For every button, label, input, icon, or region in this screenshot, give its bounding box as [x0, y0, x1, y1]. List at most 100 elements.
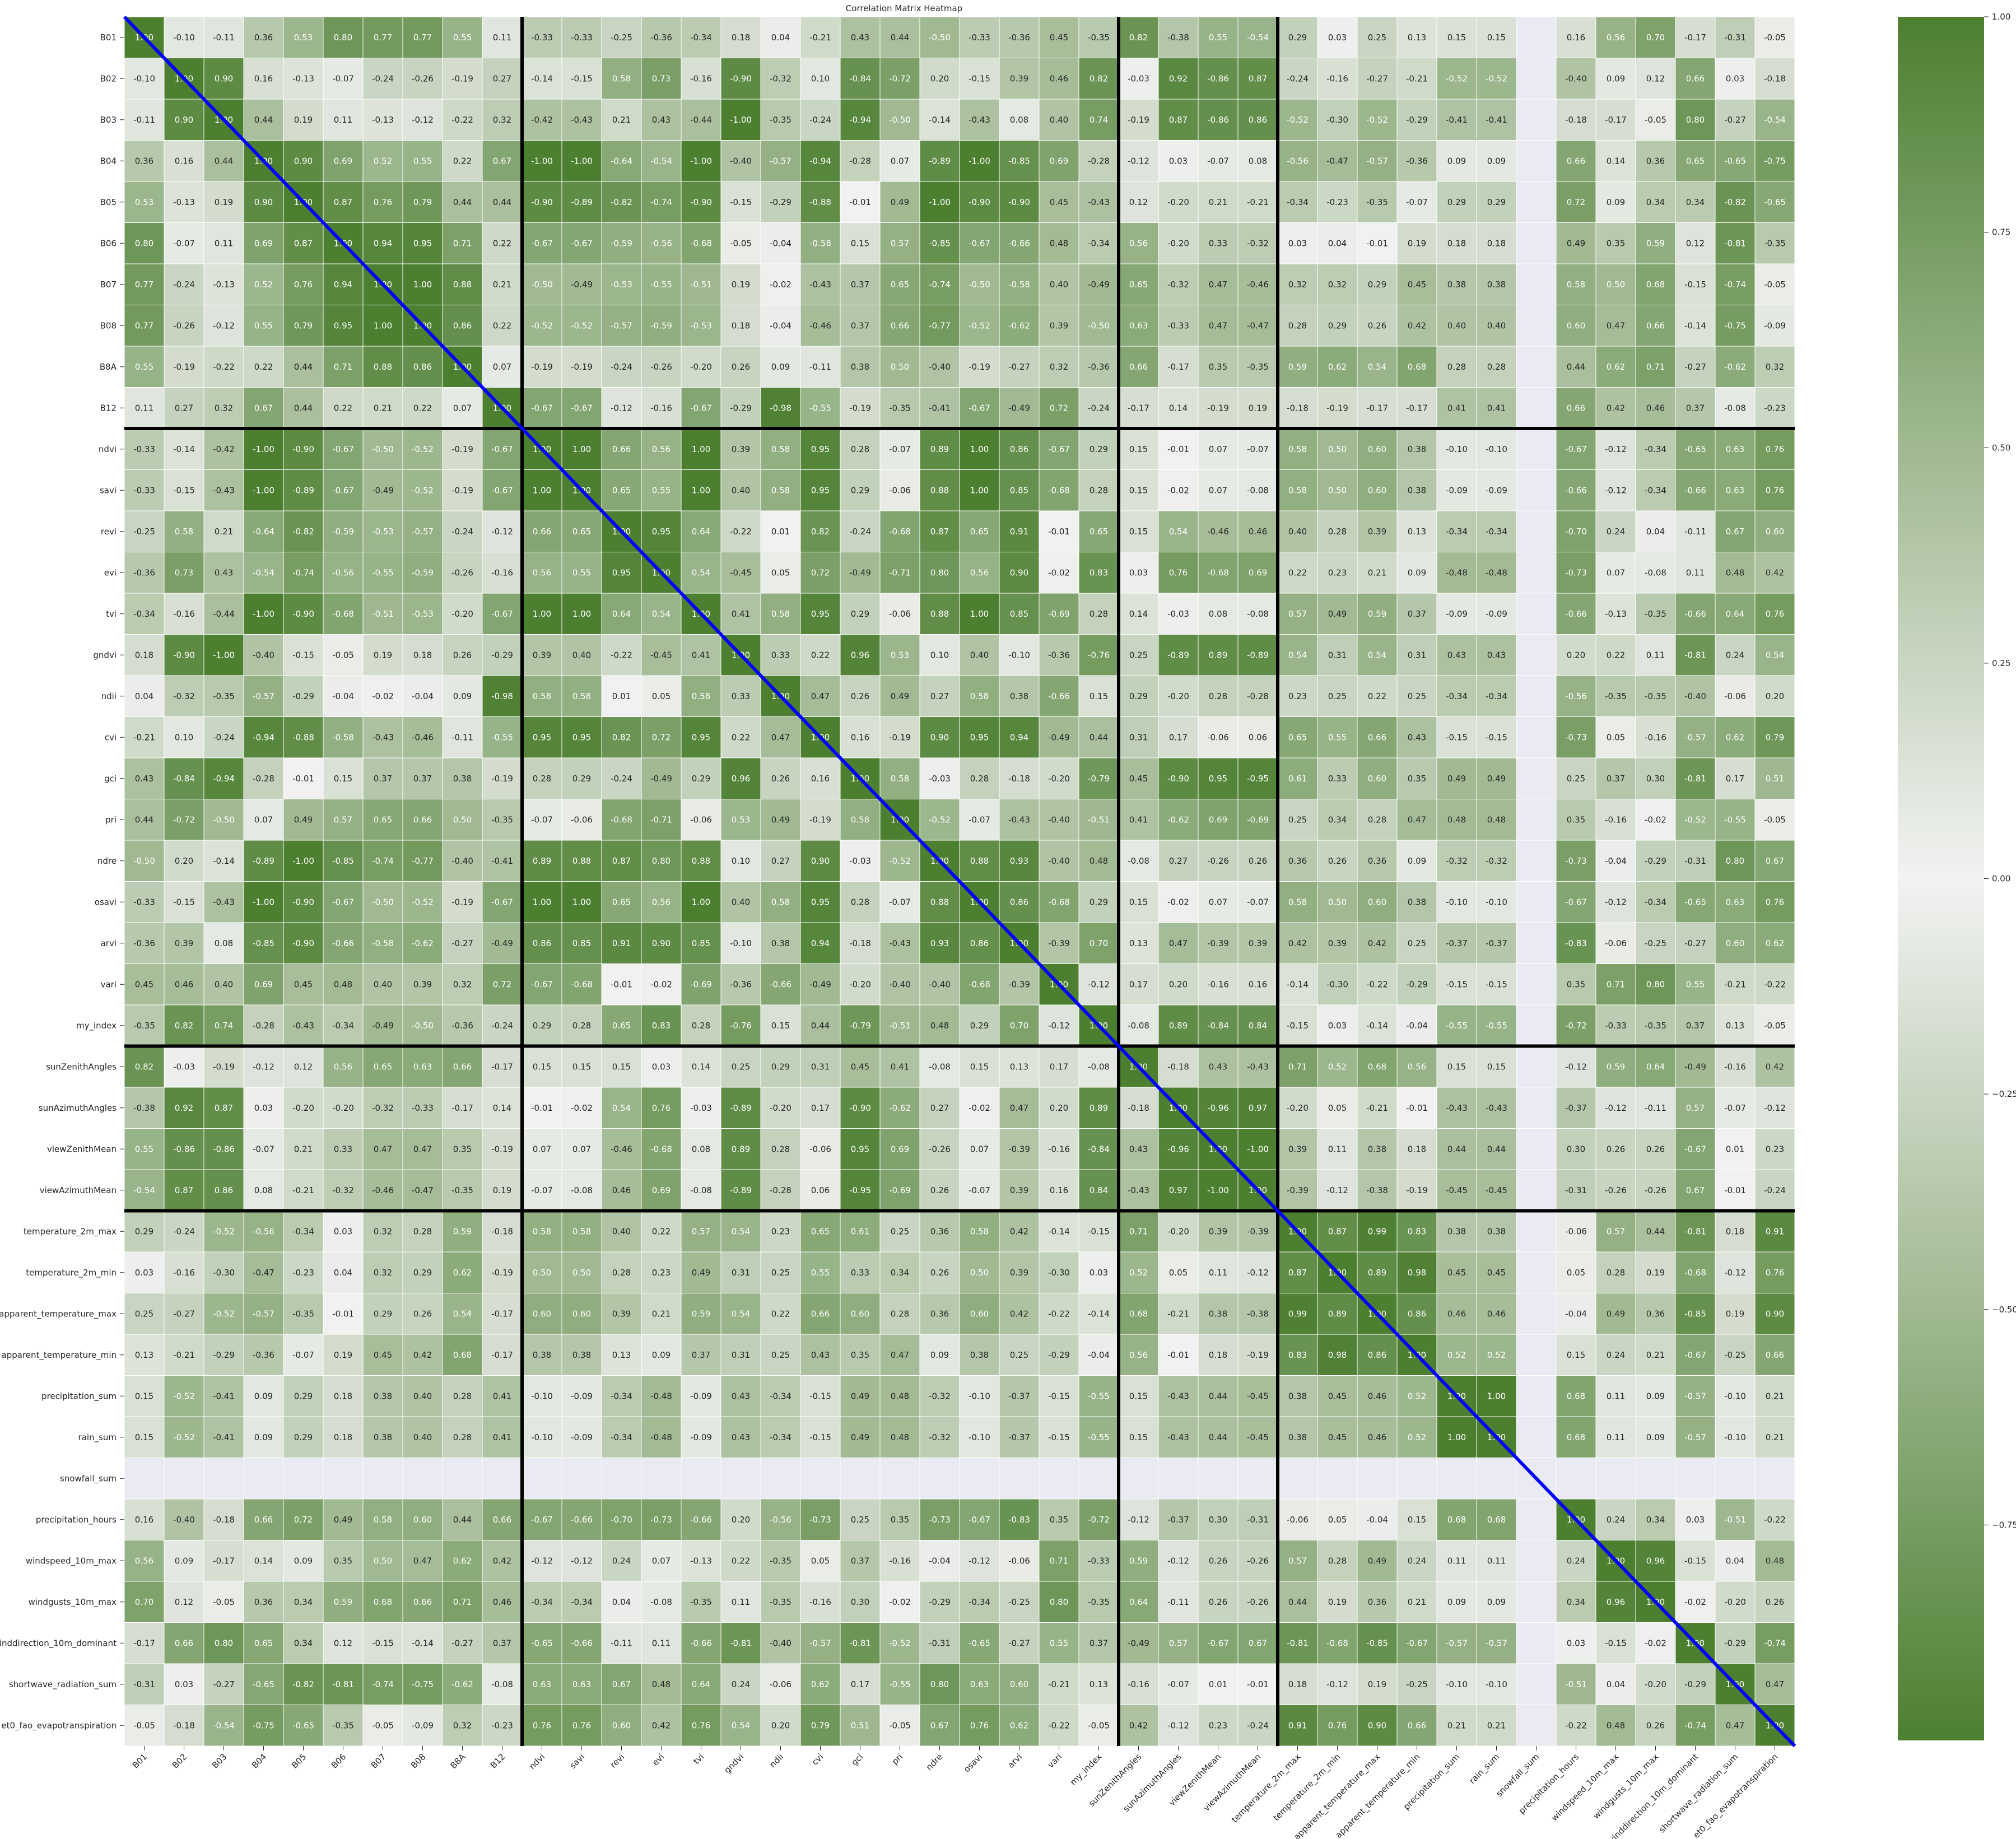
cell-value-label: 0.17 [851, 1679, 869, 1689]
cell-value-label: 1.00 [970, 609, 989, 619]
cell-value-label: 0.25 [732, 1062, 750, 1072]
cell-value-label: 0.47 [1726, 1720, 1744, 1730]
heatmap-cell [124, 99, 165, 141]
heatmap-cell [1556, 387, 1596, 429]
heatmap-cell [1715, 510, 1756, 552]
heatmap-cell [601, 428, 642, 470]
cell-value-label: 0.11 [215, 238, 233, 248]
cell-value-label: 0.36 [254, 32, 273, 43]
cell-value-label: 0.33 [1328, 774, 1347, 784]
cell-value-label: 0.58 [771, 485, 790, 495]
cell-value-label: -0.12 [1605, 485, 1627, 495]
x-tick-label: pri [890, 1752, 905, 1767]
cell-value-label: 0.23 [652, 1268, 671, 1278]
cell-value-label: -0.52 [929, 814, 951, 825]
cell-value-label: -0.52 [173, 1391, 195, 1401]
cell-value-label: -0.86 [1207, 73, 1229, 83]
cell-value-label: 0.26 [1646, 1720, 1665, 1730]
cell-value-label: 0.03 [1567, 1638, 1585, 1648]
cell-value-label: -0.57 [1366, 156, 1388, 166]
cell-value-label: -0.41 [213, 1391, 235, 1401]
cell-value-label: -0.81 [1724, 238, 1746, 248]
cell-value-label: -0.81 [1684, 650, 1706, 660]
heatmap-cell [800, 469, 841, 511]
cell-value-label: -0.23 [491, 1720, 513, 1730]
cell-value-label: -0.57 [1684, 1391, 1706, 1401]
cell-value-label: -0.07 [332, 73, 354, 83]
cell-value-label: -0.65 [1684, 897, 1706, 907]
heatmap-cell [283, 346, 324, 388]
cell-value-label: 0.03 [1169, 156, 1188, 166]
cell-value-label: 0.47 [891, 1350, 909, 1360]
heatmap-cell [1516, 1293, 1557, 1335]
cell-value-label: -0.64 [611, 156, 632, 166]
cell-value-label: -0.11 [1645, 1103, 1666, 1113]
cell-value-label: -0.65 [253, 1679, 274, 1689]
cell-value-label: 0.40 [970, 650, 989, 660]
cell-value-label: 0.41 [891, 1062, 909, 1072]
heatmap-cell [283, 469, 324, 511]
heatmap-cell [283, 593, 324, 635]
cell-value-label: 0.25 [771, 1350, 790, 1360]
cell-value-label: -0.34 [690, 32, 712, 43]
cell-value-label: 0.33 [334, 1144, 352, 1154]
cell-value-label: -0.75 [253, 1720, 274, 1730]
heatmap-cell [164, 1458, 204, 1500]
cell-value-label: 0.04 [612, 1597, 631, 1607]
cell-value-label: 0.89 [732, 1144, 750, 1154]
cell-value-label: 0.37 [692, 1350, 710, 1360]
heatmap-cell [1516, 387, 1557, 429]
heatmap-cell [1516, 757, 1557, 799]
y-tick-label: vari [101, 979, 117, 989]
cell-value-label: 0.15 [771, 1021, 790, 1031]
cell-value-label: 0.21 [1209, 197, 1227, 207]
cell-value-label: 0.49 [851, 1391, 869, 1401]
cell-value-label: -0.90 [292, 444, 314, 454]
heatmap-cell [1516, 1211, 1557, 1253]
cell-value-label: -0.44 [690, 115, 712, 125]
cell-value-label: 0.11 [652, 1638, 671, 1648]
cell-value-label: -0.08 [1128, 1021, 1149, 1031]
cell-value-label: -0.22 [611, 650, 632, 660]
cell-value-label: -0.27 [1724, 115, 1746, 125]
heatmap-cell [522, 552, 562, 594]
cell-value-label: 0.60 [1726, 938, 1744, 948]
cell-value-label: -0.20 [451, 609, 473, 619]
heatmap-cell [243, 58, 284, 100]
heatmap-cell [1237, 510, 1278, 552]
y-tick-label: B04 [100, 156, 117, 166]
cell-value-label: 0.23 [1288, 691, 1307, 701]
cell-value-label: -0.51 [889, 1021, 911, 1031]
heatmap-cell [1118, 552, 1159, 594]
cell-value-label: 0.04 [334, 1268, 352, 1278]
heatmap-cell [1516, 1498, 1557, 1540]
heatmap-cell [720, 305, 761, 347]
cell-value-label: -0.01 [292, 774, 314, 784]
cell-value-label: 0.10 [930, 650, 949, 660]
cell-value-label: 0.26 [1249, 856, 1267, 866]
cell-value-label: -0.12 [253, 1062, 274, 1072]
cell-value-label: -0.21 [1366, 1103, 1388, 1113]
cell-value-label: 0.58 [851, 814, 869, 825]
cell-value-label: -0.54 [133, 1185, 155, 1195]
heatmap-cell [1158, 181, 1199, 223]
heatmap-cell [1516, 263, 1557, 305]
cell-value-label: 0.23 [1328, 567, 1347, 578]
heatmap-cell [1237, 1458, 1278, 1500]
cell-value-label: 0.65 [1129, 280, 1148, 290]
heatmap-cell [1317, 552, 1358, 594]
cell-value-label: 0.64 [612, 609, 631, 619]
cell-value-label: 0.07 [652, 1556, 671, 1566]
cell-value-label: 0.07 [1209, 444, 1227, 454]
heatmap-cell [323, 140, 364, 182]
cell-value-label: -0.23 [1326, 197, 1348, 207]
cell-value-label: 0.66 [891, 320, 909, 330]
cell-value-label: 0.09 [1607, 197, 1625, 207]
cell-value-label: -0.20 [849, 979, 871, 989]
cell-value-label: -0.44 [213, 609, 235, 619]
cell-value-label: 0.15 [1129, 527, 1148, 537]
cell-value-label: 0.94 [1010, 732, 1028, 742]
heatmap-cell [203, 16, 244, 58]
cell-value-label: 0.58 [175, 527, 193, 537]
heatmap-cell [1754, 1458, 1795, 1500]
